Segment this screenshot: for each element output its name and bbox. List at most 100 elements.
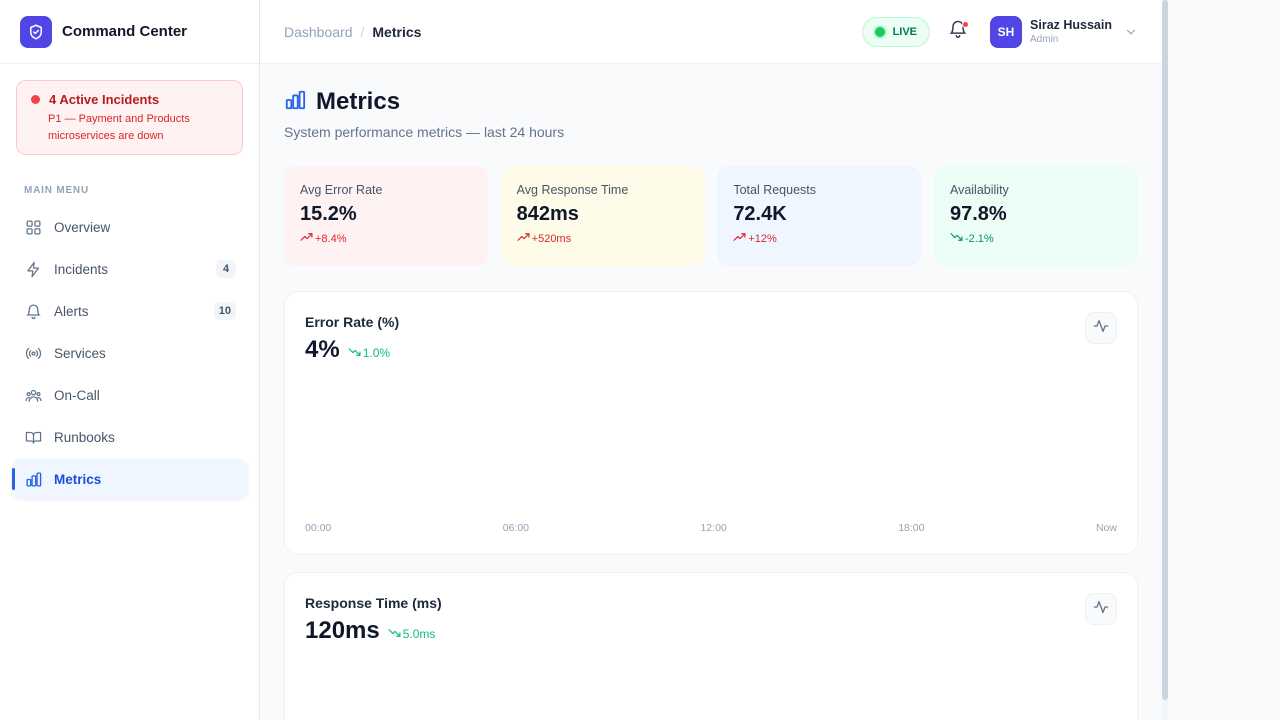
error-rate-card: Error Rate (%) 4% 1.0% 00:00 06:00 12:00… <box>284 291 1138 555</box>
sidebar-item-incidents[interactable]: Incidents 4 <box>12 249 248 289</box>
user-role: Admin <box>1030 34 1059 45</box>
notifications-button[interactable] <box>946 20 970 44</box>
sidebar-item-label: Overview <box>54 219 111 235</box>
activity-icon <box>1093 318 1109 339</box>
lightning-icon <box>24 260 42 278</box>
alerts-count-badge: 10 <box>213 302 236 320</box>
main-content: Dashboard / Metrics LIVE SH Siraz Hussai… <box>260 0 1162 720</box>
stat-label: Avg Response Time <box>516 183 629 197</box>
sidebar-item-alerts[interactable]: Alerts 10 <box>12 291 248 331</box>
stat-label: Avg Error Rate <box>300 183 383 197</box>
x-tick-label: 18:00 <box>898 522 925 534</box>
breadcrumb: Dashboard / Metrics <box>284 24 421 40</box>
page-header: Metrics System performance metrics — las… <box>284 88 564 140</box>
stat-delta-value: +8.4% <box>315 232 347 245</box>
stat-delta: -2.1% <box>950 232 1122 245</box>
stat-value: 97.8% <box>949 203 1007 225</box>
stat-card-error-rate: Avg Error Rate 15.2% +8.4% <box>284 166 488 266</box>
stat-card-availability: Availability 97.8% -2.1% <box>933 166 1138 266</box>
incident-banner-title: 4 Active Incidents <box>49 92 160 107</box>
user-name: Siraz Hussain <box>1030 18 1112 32</box>
chart-x-axis: 00:00 06:00 12:00 18:00 Now <box>305 522 1117 534</box>
stat-label: Total Requests <box>733 183 816 197</box>
main-menu-label: MAIN MENU <box>24 185 89 196</box>
stat-value: 15.2% <box>300 203 357 225</box>
breadcrumb-dashboard-link[interactable]: Dashboard <box>284 23 353 40</box>
stat-value: 842ms <box>516 203 579 225</box>
card-trend-value: 5.0ms <box>402 627 436 641</box>
users-icon <box>24 386 42 404</box>
sidebar-item-label: Runbooks <box>54 429 115 445</box>
active-incidents-banner[interactable]: 4 Active Incidents P1 — Payment and Prod… <box>16 80 243 155</box>
trend-up-icon <box>300 232 315 245</box>
stat-delta: +8.4% <box>300 232 472 245</box>
sidebar-item-label: Incidents <box>54 261 109 277</box>
trend-down-icon <box>348 346 363 360</box>
chart-options-button[interactable] <box>1085 593 1117 625</box>
stat-delta-value: +520ms <box>531 232 572 245</box>
sidebar: Command Center 4 Active Incidents P1 — P… <box>0 0 260 720</box>
trend-up-icon <box>733 232 748 245</box>
stats-row: Avg Error Rate 15.2% +8.4% Avg Response … <box>284 166 1138 266</box>
trend-up-icon <box>517 232 532 245</box>
sidebar-item-label: Alerts <box>54 303 89 319</box>
stat-label: Availability <box>949 183 1009 197</box>
trend-down-icon <box>388 627 403 641</box>
right-margin <box>1168 0 1280 720</box>
x-tick-label: 00:00 <box>305 522 332 534</box>
main-nav: Overview Incidents 4 Alerts 10 Services <box>12 207 248 501</box>
card-trend: 5.0ms <box>388 627 436 641</box>
notification-dot <box>962 20 970 28</box>
scrollbar-thumb[interactable] <box>1162 0 1168 700</box>
user-menu[interactable]: SH Siraz Hussain Admin <box>990 15 1138 48</box>
book-icon <box>24 428 42 446</box>
card-trend-value: 1.0% <box>362 346 391 360</box>
avatar: SH <box>990 15 1023 48</box>
broadcast-icon <box>24 344 42 362</box>
bar-chart-icon <box>24 470 42 488</box>
sidebar-item-metrics[interactable]: Metrics <box>12 459 248 499</box>
bell-icon <box>24 302 42 320</box>
bar-chart-icon <box>284 89 306 116</box>
sidebar-item-services[interactable]: Services <box>12 333 248 373</box>
breadcrumb-current: Metrics <box>372 23 422 40</box>
shield-icon <box>20 15 52 48</box>
stat-card-response-time: Avg Response Time 842ms +520ms <box>500 166 705 266</box>
alert-dot-icon <box>31 95 40 104</box>
stat-delta: +520ms <box>517 232 689 245</box>
incident-banner-description: P1 — Payment and Products microservices … <box>48 113 190 142</box>
sidebar-item-overview[interactable]: Overview <box>12 207 248 247</box>
response-time-card: Response Time (ms) 120ms 5.0ms <box>284 572 1138 720</box>
bell-icon <box>948 19 968 44</box>
page-title: Metrics <box>316 88 401 115</box>
live-label: LIVE <box>892 25 918 38</box>
sidebar-item-label: Metrics <box>54 471 102 487</box>
sidebar-item-on-call[interactable]: On-Call <box>12 375 248 415</box>
live-dot-icon <box>874 26 885 37</box>
stat-delta: +12% <box>733 232 905 245</box>
x-tick-label: Now <box>1095 522 1117 534</box>
activity-icon <box>1093 599 1109 620</box>
chevron-down-icon <box>1124 25 1138 39</box>
stat-value: 72.4K <box>733 203 787 225</box>
stat-card-total-requests: Total Requests 72.4K +12% <box>717 166 922 266</box>
main-scrollbar[interactable] <box>1162 0 1168 720</box>
card-value: 4% <box>305 336 340 363</box>
stat-delta-value: -2.1% <box>964 232 994 245</box>
page-subtitle: System performance metrics — last 24 hou… <box>284 124 565 140</box>
live-status-badge: LIVE <box>861 16 931 47</box>
stat-delta-value: +12% <box>748 232 777 245</box>
breadcrumb-separator: / <box>360 23 365 40</box>
chart-options-button[interactable] <box>1085 312 1117 344</box>
top-bar: Dashboard / Metrics LIVE SH Siraz Hussai… <box>260 0 1162 64</box>
x-tick-label: 12:00 <box>700 522 727 534</box>
card-trend: 1.0% <box>348 346 390 360</box>
incidents-count-badge: 4 <box>216 260 236 278</box>
sidebar-item-label: On-Call <box>54 387 100 403</box>
brand[interactable]: Command Center <box>0 0 259 64</box>
card-value: 120ms <box>305 617 380 644</box>
sidebar-item-runbooks[interactable]: Runbooks <box>12 417 248 457</box>
sidebar-item-label: Services <box>54 345 106 361</box>
brand-name: Command Center <box>62 23 188 40</box>
card-title: Response Time (ms) <box>305 595 442 611</box>
